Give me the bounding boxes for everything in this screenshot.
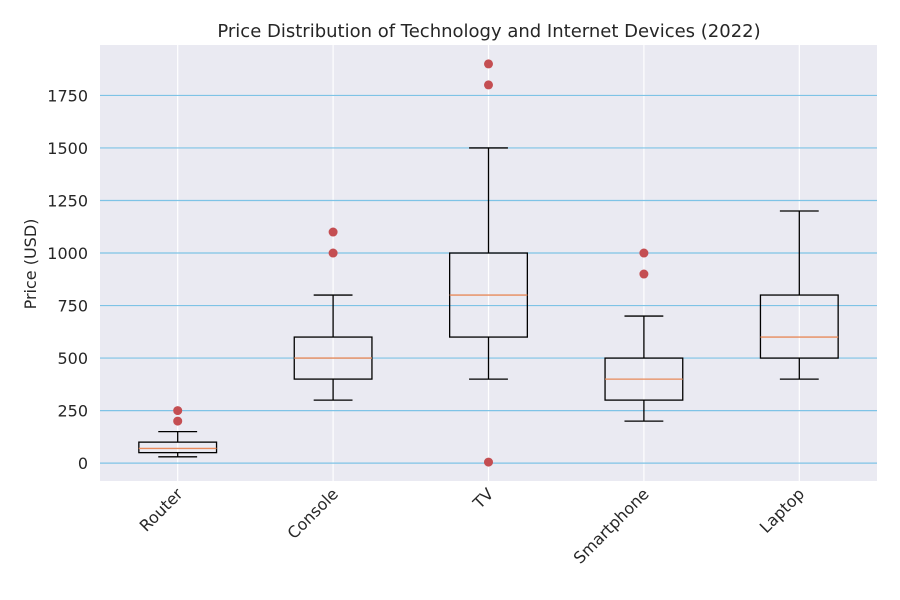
x-tick-label: Laptop (756, 484, 808, 536)
box (759, 294, 839, 359)
outlier-point (639, 248, 649, 258)
y-tick-label: 750 (57, 297, 88, 316)
box-plots (138, 59, 839, 467)
y-tick-label: 1250 (47, 191, 88, 210)
x-tick-label: TV (469, 484, 498, 513)
outlier-point (328, 227, 338, 237)
outlier-point (484, 457, 493, 467)
y-tick-labels: 0 250 500 750 1000 1250 1500 1750 (47, 86, 88, 473)
outlier-point (484, 59, 493, 69)
y-axis-label: Price (USD) (21, 219, 40, 310)
x-tick-label: Router (136, 484, 187, 535)
box-group-console (293, 227, 373, 401)
outlier-point (328, 248, 338, 258)
outlier-point (484, 80, 493, 90)
box-group-laptop (759, 210, 839, 380)
outlier-point (173, 406, 183, 416)
outlier-point (639, 269, 649, 279)
box-group-tv (448, 59, 528, 467)
y-tick-label: 500 (57, 349, 88, 368)
box-group-smartphone (604, 248, 684, 422)
box (138, 441, 218, 454)
y-tick-label: 1000 (47, 244, 88, 263)
x-tick-labels: Router Console TV Smartphone Laptop (136, 484, 809, 567)
outlier-point (173, 416, 183, 426)
y-tick-label: 1500 (47, 139, 88, 158)
x-tick-label: Smartphone (570, 484, 653, 567)
box-group-router (138, 406, 218, 458)
x-tick-label: Console (284, 484, 342, 542)
y-tick-label: 0 (78, 454, 88, 473)
y-tick-label: 250 (57, 402, 88, 421)
chart-title: Price Distribution of Technology and Int… (217, 21, 760, 42)
y-tick-label: 1750 (47, 86, 88, 105)
